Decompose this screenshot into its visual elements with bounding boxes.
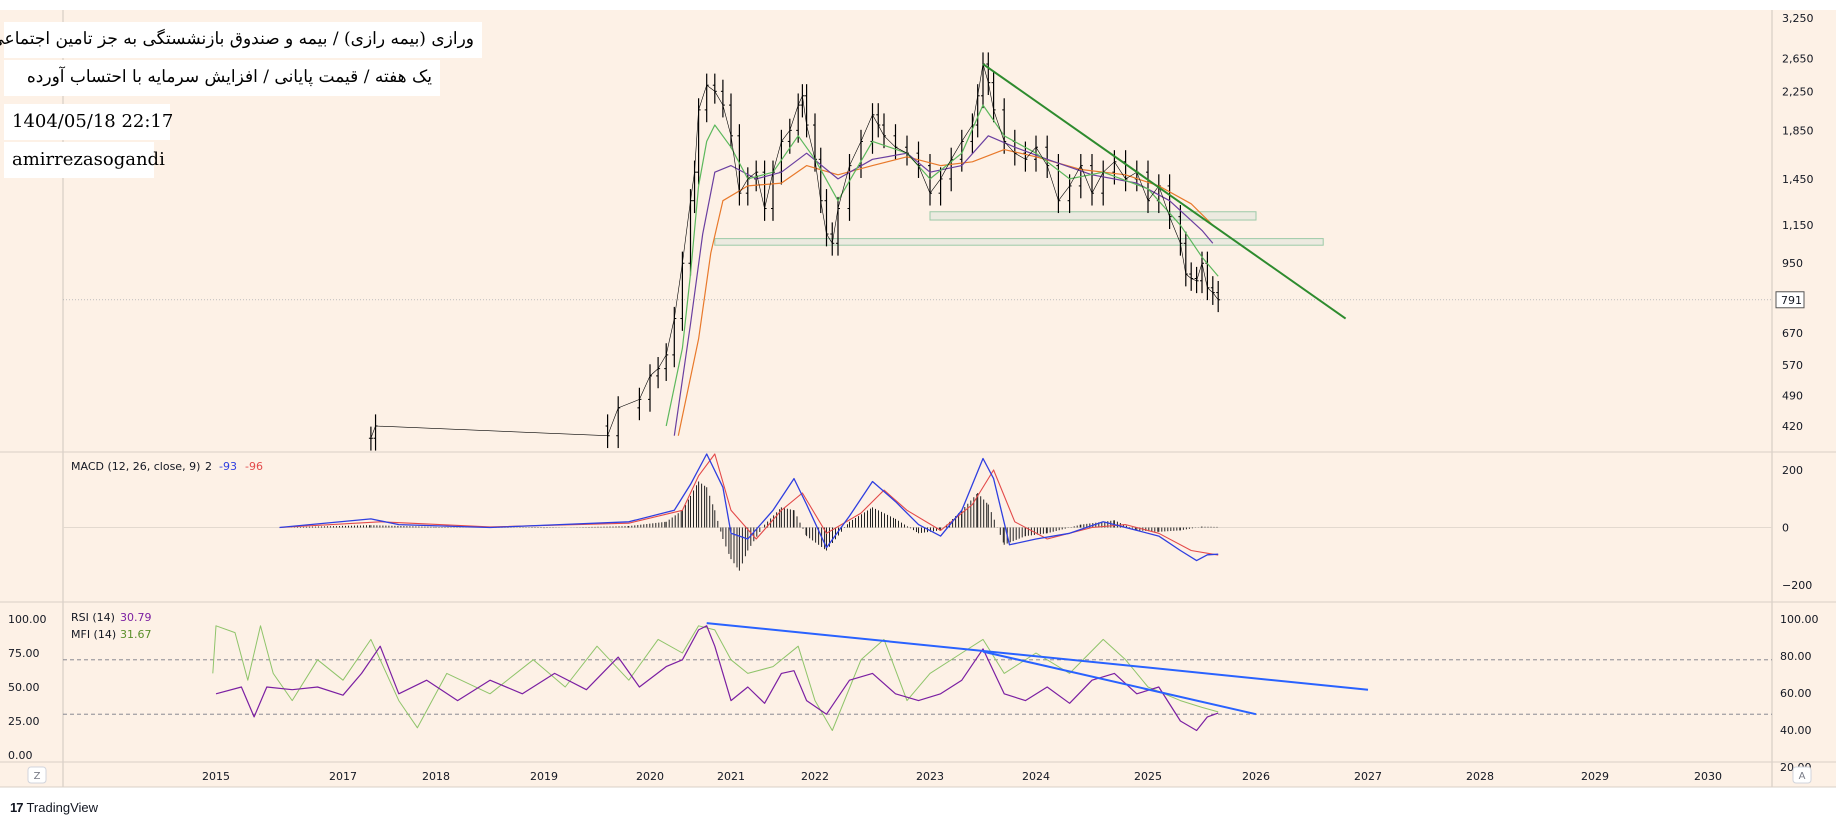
macd-legend: MACD (12, 26, close, 9) 2 -93 -96 [71,460,263,473]
right-axis-background [1772,10,1836,762]
oscillator-left-tick: 25.00 [8,715,40,728]
macd-signal-line [279,453,1219,556]
price-axis: 3,250 2,650 2,250 1,850 1,450 1,150 950 670 570 4… [1782,12,1814,433]
tradingview-brand: TradingView [26,800,99,815]
timestamp-label: 1404/05/18 22:17 [4,104,173,140]
mfi-legend-value: 31.67 [120,628,152,641]
oscillator-right-tick: 80.00 [1780,650,1812,663]
mfi-legend-label: MFI (14) [71,628,116,641]
scale-button-right-box [1792,766,1812,784]
oscillator-left-tick: 0.00 [8,749,33,762]
scale-button-left-label: Z [34,771,41,782]
price-tick-label: 1,850 [1782,124,1814,137]
macd-legend-value2: -93 [219,460,237,473]
time-axis-background [0,762,1836,787]
time-tick-label: 2028 [1466,770,1494,783]
rsi-legend-value: 30.79 [120,611,152,624]
time-tick-label: 2029 [1581,770,1609,783]
ema-slow-line [677,149,1214,436]
time-tick-label: 2018 [422,770,450,783]
time-tick-label: 2025 [1134,770,1162,783]
scale-button-right[interactable]: A [1792,766,1812,784]
symbol-title-line2: یک هفته / قیمت پایانی / افزایش سرمایه با… [4,60,440,96]
time-tick-label: 2020 [636,770,664,783]
price-tick-label: 2,650 [1782,53,1814,66]
oscillator-right-tick: 40.00 [1780,724,1812,737]
price-tick-label: 3,250 [1782,12,1814,25]
macd-legend-label: MACD (12, 26, close, 9) [71,460,200,473]
macd-tick-label: 0 [1782,522,1789,535]
scale-button-right-label: A [1799,771,1806,782]
oscillator-left-tick: 100.00 [8,613,47,626]
price-tick-label: 490 [1782,389,1803,402]
scale-button-left-box [27,766,47,784]
oscillator-left-tick: 75.00 [8,647,40,660]
symbol-title-line1: ورازی (بیمه رازی) / بیمه و صندوق بازنشست… [0,22,482,58]
time-tick-label: 2026 [1242,770,1270,783]
oscillator-left-tick: 50.00 [8,681,40,694]
macd-legend-value3: -96 [245,460,263,473]
rsi-mfi-pane: 100.00 75.00 50.00 25.00 0.00 100.00 80.00 60.0… [8,613,1819,774]
macd-tick-label: −200 [1782,579,1812,592]
macd-legend-value1: 2 [205,460,212,473]
time-tick-label: 2023 [916,770,944,783]
close-path-line [370,63,1219,439]
time-tick-label: 2022 [801,770,829,783]
time-tick-label: 2019 [530,770,558,783]
time-tick-label: 2021 [717,770,745,783]
macd-line [279,453,1219,562]
rsi-line [215,625,1219,732]
author-label: amirrezasogandi [4,142,165,178]
time-tick-label: 2015 [202,770,230,783]
scale-button-left[interactable]: Z [27,766,47,784]
price-tick-label: 1,150 [1782,219,1814,232]
price-trendline [982,63,1347,320]
rsi-trendline [982,650,1257,716]
plot-background [63,10,1772,762]
tradingview-logo-icon: 17 [10,800,24,815]
price-tick-label: 570 [1782,359,1803,372]
time-tick-label: 2027 [1354,770,1382,783]
price-tick-label: 1,450 [1782,173,1814,186]
time-axis: 2015 2017 2018 2019 2020 2021 2022 2023 2024 2025… [202,770,1722,783]
time-tick-label: 2017 [329,770,357,783]
price-badge [1775,291,1805,309]
macd-pane: 200 0 −200 [63,453,1812,592]
price-tick-label: 670 [1782,327,1803,340]
price-badge-label: 791 [1781,294,1802,307]
support-zone [714,238,1324,246]
support-zone [929,211,1257,221]
price-tick-label: 2,250 [1782,85,1814,98]
rsi-trendline [706,622,1369,691]
rsi-legend-label: RSI (14) [71,611,115,624]
price-tick-label: 420 [1782,420,1803,433]
tradingview-footer[interactable]: 17 TradingView [10,800,98,815]
price-tick-label: 950 [1782,257,1803,270]
oscillator-legend: RSI (14) 30.79 MFI (14) 31.67 [71,611,152,641]
macd-tick-label: 200 [1782,464,1803,477]
time-tick-label: 2030 [1694,770,1722,783]
time-tick-label: 2024 [1022,770,1050,783]
mfi-line [212,625,1219,731]
oscillator-right-tick: 60.00 [1780,687,1812,700]
oscillator-right-tick: 100.00 [1780,613,1819,626]
